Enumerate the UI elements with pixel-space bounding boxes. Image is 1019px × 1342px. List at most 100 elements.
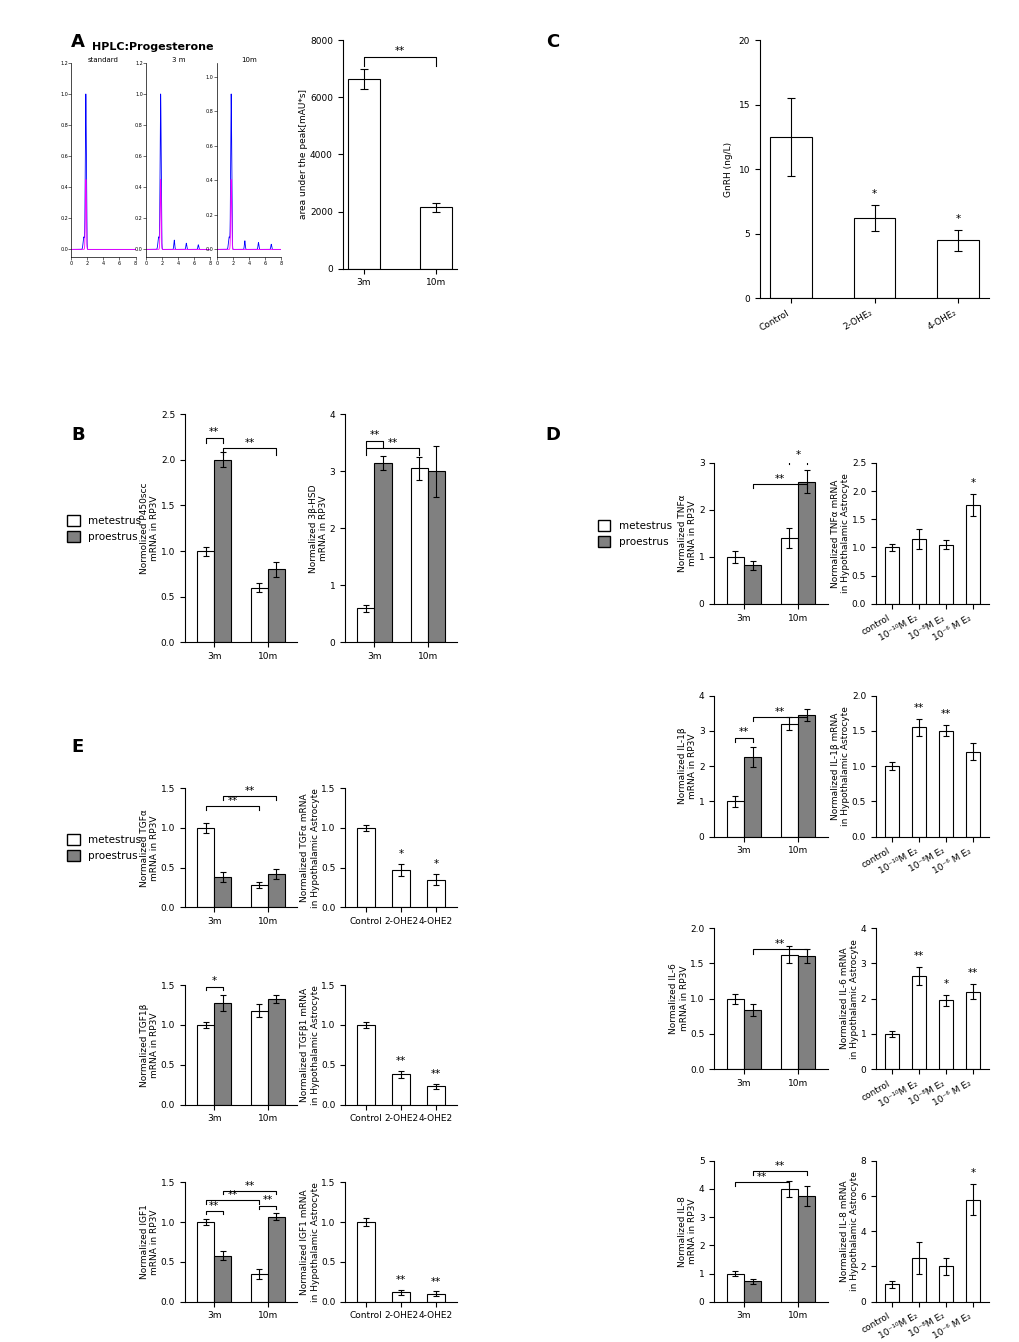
Bar [726,998,743,1070]
Bar [214,1256,231,1302]
Y-axis label: Normalized IGF1 mRNA
in Hypothalamic Astrocyte: Normalized IGF1 mRNA in Hypothalamic Ast… [300,1182,319,1302]
Text: **: ** [245,1181,255,1190]
Bar [912,1257,925,1302]
Bar [267,998,284,1104]
Text: **: ** [773,474,784,484]
Bar [965,992,979,1070]
Text: *: * [943,980,948,989]
Text: **: ** [262,1194,272,1205]
Text: B: B [71,427,85,444]
Text: *: * [970,478,975,488]
Text: A: A [71,34,86,51]
Bar [392,870,410,907]
Bar [357,1223,375,1302]
Y-axis label: Normolized P450scc
mRNA in RP3V: Normolized P450scc mRNA in RP3V [140,483,159,574]
Text: **: ** [369,429,379,440]
Bar [965,505,979,604]
Text: *: * [795,450,800,460]
Bar [780,1189,797,1302]
Text: **: ** [967,968,977,978]
Bar [427,471,444,643]
Bar [743,757,760,836]
Text: **: ** [738,727,748,738]
Bar [214,878,231,907]
Y-axis label: Normalized IGF1
mRNA in RP3V: Normalized IGF1 mRNA in RP3V [140,1205,159,1279]
Y-axis label: Normalized TNFα
mRNA in RP3V: Normalized TNFα mRNA in RP3V [678,495,697,572]
Text: **: ** [395,1056,406,1067]
Text: **: ** [245,786,255,796]
Bar [197,1223,214,1302]
Bar [797,1196,814,1302]
Bar [726,801,743,836]
Text: *: * [955,213,960,224]
Text: **: ** [431,1276,441,1287]
Bar [780,723,797,836]
Text: **: ** [913,951,923,961]
Bar [357,608,374,643]
Legend: metestrus, proestrus: metestrus, proestrus [593,515,676,552]
Bar [884,1033,898,1070]
Y-axis label: Normalized TGFα mRNA
in Hypothalamic Astrocyte: Normalized TGFα mRNA in Hypothalamic Ast… [300,788,319,907]
Bar [853,219,895,298]
Text: HPLC:Progesterone: HPLC:Progesterone [92,42,213,51]
Bar [214,460,231,643]
Bar [357,828,375,907]
Bar [743,1282,760,1302]
Y-axis label: Normalized IL-6
mRNA in RP3V: Normalized IL-6 mRNA in RP3V [668,964,688,1035]
Bar [251,1274,267,1302]
Text: **: ** [913,703,923,713]
Bar [780,956,797,1070]
Y-axis label: Normalized IL-8
mRNA in RP3V: Normalized IL-8 mRNA in RP3V [678,1196,697,1267]
Bar [938,1267,952,1302]
Bar [214,1002,231,1104]
Bar [912,976,925,1070]
Text: *: * [398,849,404,859]
Text: **: ** [209,1201,219,1210]
Text: C: C [545,34,558,51]
Bar [938,1000,952,1070]
Bar [267,874,284,907]
Bar [427,1294,444,1302]
Text: **: ** [227,1190,237,1200]
Bar [392,1292,410,1302]
Y-axis label: Normalized TGFβ1 mRNA
in Hypothalamic Astrocyte: Normalized TGFβ1 mRNA in Hypothalamic As… [300,985,319,1104]
Text: E: E [71,738,84,756]
Bar [419,207,451,268]
Text: *: * [970,1168,975,1178]
Bar [912,727,925,836]
Text: **: ** [227,796,237,807]
Bar [197,828,214,907]
Text: **: ** [395,1275,406,1286]
Text: *: * [433,859,438,870]
Text: **: ** [773,939,784,949]
Bar [726,557,743,604]
Y-axis label: area under the peak[mAU*s]: area under the peak[mAU*s] [300,90,308,220]
Text: *: * [212,977,217,986]
Bar [884,766,898,836]
Y-axis label: Normalized TGF1β
mRNA in RP3V: Normalized TGF1β mRNA in RP3V [140,1004,159,1087]
Bar [411,468,427,643]
Bar [197,1025,214,1104]
Bar [938,731,952,836]
Bar [743,1011,760,1070]
Bar [938,545,952,604]
Bar [374,463,391,643]
Bar [357,1025,375,1104]
Bar [797,957,814,1070]
Bar [884,548,898,604]
Bar [267,1216,284,1302]
Bar [912,539,925,604]
Bar [251,1011,267,1104]
Y-axis label: GnRH (ng/L): GnRH (ng/L) [723,142,733,197]
Text: **: ** [773,1161,784,1170]
Text: **: ** [245,439,255,448]
Bar [743,565,760,604]
Bar [392,1075,410,1104]
Y-axis label: Normalized TGFα
mRNA in RP3V: Normalized TGFα mRNA in RP3V [140,809,159,887]
Bar [965,752,979,836]
Text: **: ** [756,1172,766,1182]
Text: **: ** [941,710,951,719]
Bar [965,1200,979,1302]
Bar [427,879,444,907]
Bar [251,588,267,643]
